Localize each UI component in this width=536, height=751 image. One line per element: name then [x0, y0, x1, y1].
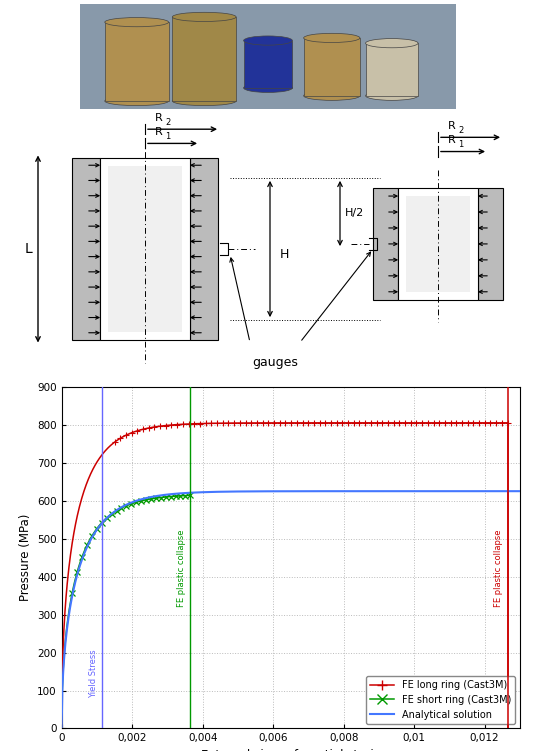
Bar	[105, 22, 168, 101]
Text: 2: 2	[165, 118, 170, 127]
Text: R: R	[155, 113, 163, 123]
Text: 1: 1	[165, 132, 170, 141]
Bar	[108, 166, 182, 332]
Ellipse shape	[366, 91, 418, 101]
Ellipse shape	[303, 91, 360, 101]
Bar	[398, 188, 478, 300]
Bar	[243, 41, 293, 88]
Bar	[303, 38, 360, 95]
Ellipse shape	[105, 17, 168, 27]
Ellipse shape	[105, 96, 168, 106]
Text: H/2: H/2	[345, 209, 364, 219]
Text: FE plastic collapse: FE plastic collapse	[177, 529, 186, 607]
Ellipse shape	[173, 96, 236, 106]
Bar	[406, 196, 470, 291]
Text: FE plastic collapse: FE plastic collapse	[494, 529, 503, 607]
Text: H: H	[280, 248, 289, 261]
Text: R: R	[155, 127, 163, 137]
Text: R: R	[448, 135, 456, 146]
Ellipse shape	[243, 36, 293, 45]
Ellipse shape	[303, 33, 360, 43]
Ellipse shape	[243, 83, 293, 92]
Bar	[373, 188, 398, 300]
Text: 1: 1	[458, 140, 463, 149]
Text: Yield Stress: Yield Stress	[88, 650, 98, 698]
Bar	[172, 17, 236, 101]
Text: L: L	[24, 242, 32, 256]
Bar	[190, 158, 218, 340]
Legend: FE long ring (Cast3M), FE short ring (Cast3M), Analytical solution: FE long ring (Cast3M), FE short ring (Ca…	[366, 676, 515, 724]
Ellipse shape	[173, 12, 236, 22]
X-axis label: External circumferential strain: External circumferential strain	[200, 749, 381, 751]
Text: R: R	[448, 121, 456, 131]
Y-axis label: Pressure (MPa): Pressure (MPa)	[19, 514, 32, 602]
Bar	[72, 158, 100, 340]
Text: gauges: gauges	[252, 356, 298, 369]
Text: 2: 2	[458, 126, 463, 135]
Bar	[366, 43, 418, 95]
Ellipse shape	[366, 38, 418, 48]
Bar	[478, 188, 503, 300]
Bar	[100, 158, 190, 340]
